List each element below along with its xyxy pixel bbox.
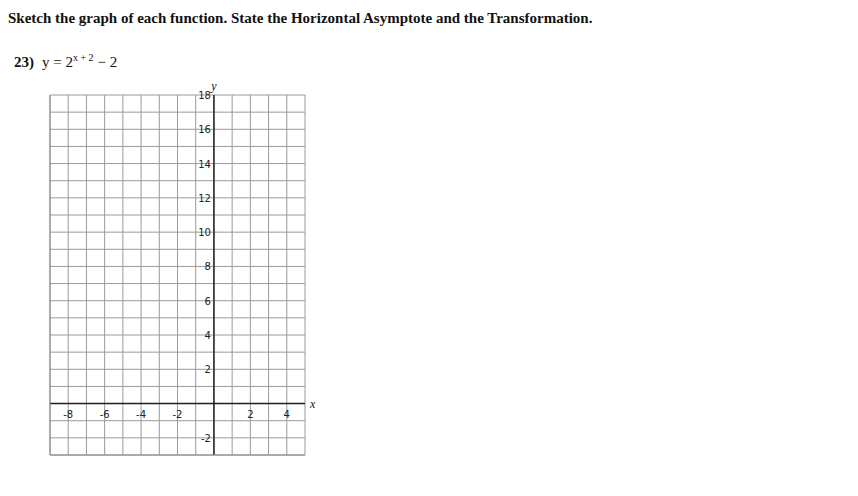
svg-text:16: 16 <box>198 124 211 135</box>
svg-text:-2: -2 <box>173 409 183 420</box>
svg-text:2: 2 <box>247 409 253 420</box>
html-text:23): 23) <box>14 54 34 70</box>
svg-text:x: x <box>309 397 316 411</box>
svg-text:-6: -6 <box>100 409 110 420</box>
svg-text:y: y <box>210 79 217 93</box>
svg-text:8: 8 <box>205 261 211 272</box>
svg-text:14: 14 <box>198 159 211 170</box>
svg-text:12: 12 <box>198 193 211 204</box>
svg-text:-2: -2 <box>201 433 211 444</box>
html-text:y = 2x + 2 − 2: y = 2x + 2 − 2 <box>42 52 118 70</box>
svg-text:-4: -4 <box>136 409 146 420</box>
html-text:Sketch the graph of each funct: Sketch the graph of each function. State… <box>8 10 593 26</box>
svg-text:4: 4 <box>284 409 290 420</box>
svg-text:6: 6 <box>205 296 211 307</box>
svg-text:18: 18 <box>198 90 211 101</box>
svg-text:10: 10 <box>198 227 211 238</box>
svg-text:-8: -8 <box>63 409 73 420</box>
svg-text:2: 2 <box>205 364 211 375</box>
svg-text:4: 4 <box>205 330 211 341</box>
